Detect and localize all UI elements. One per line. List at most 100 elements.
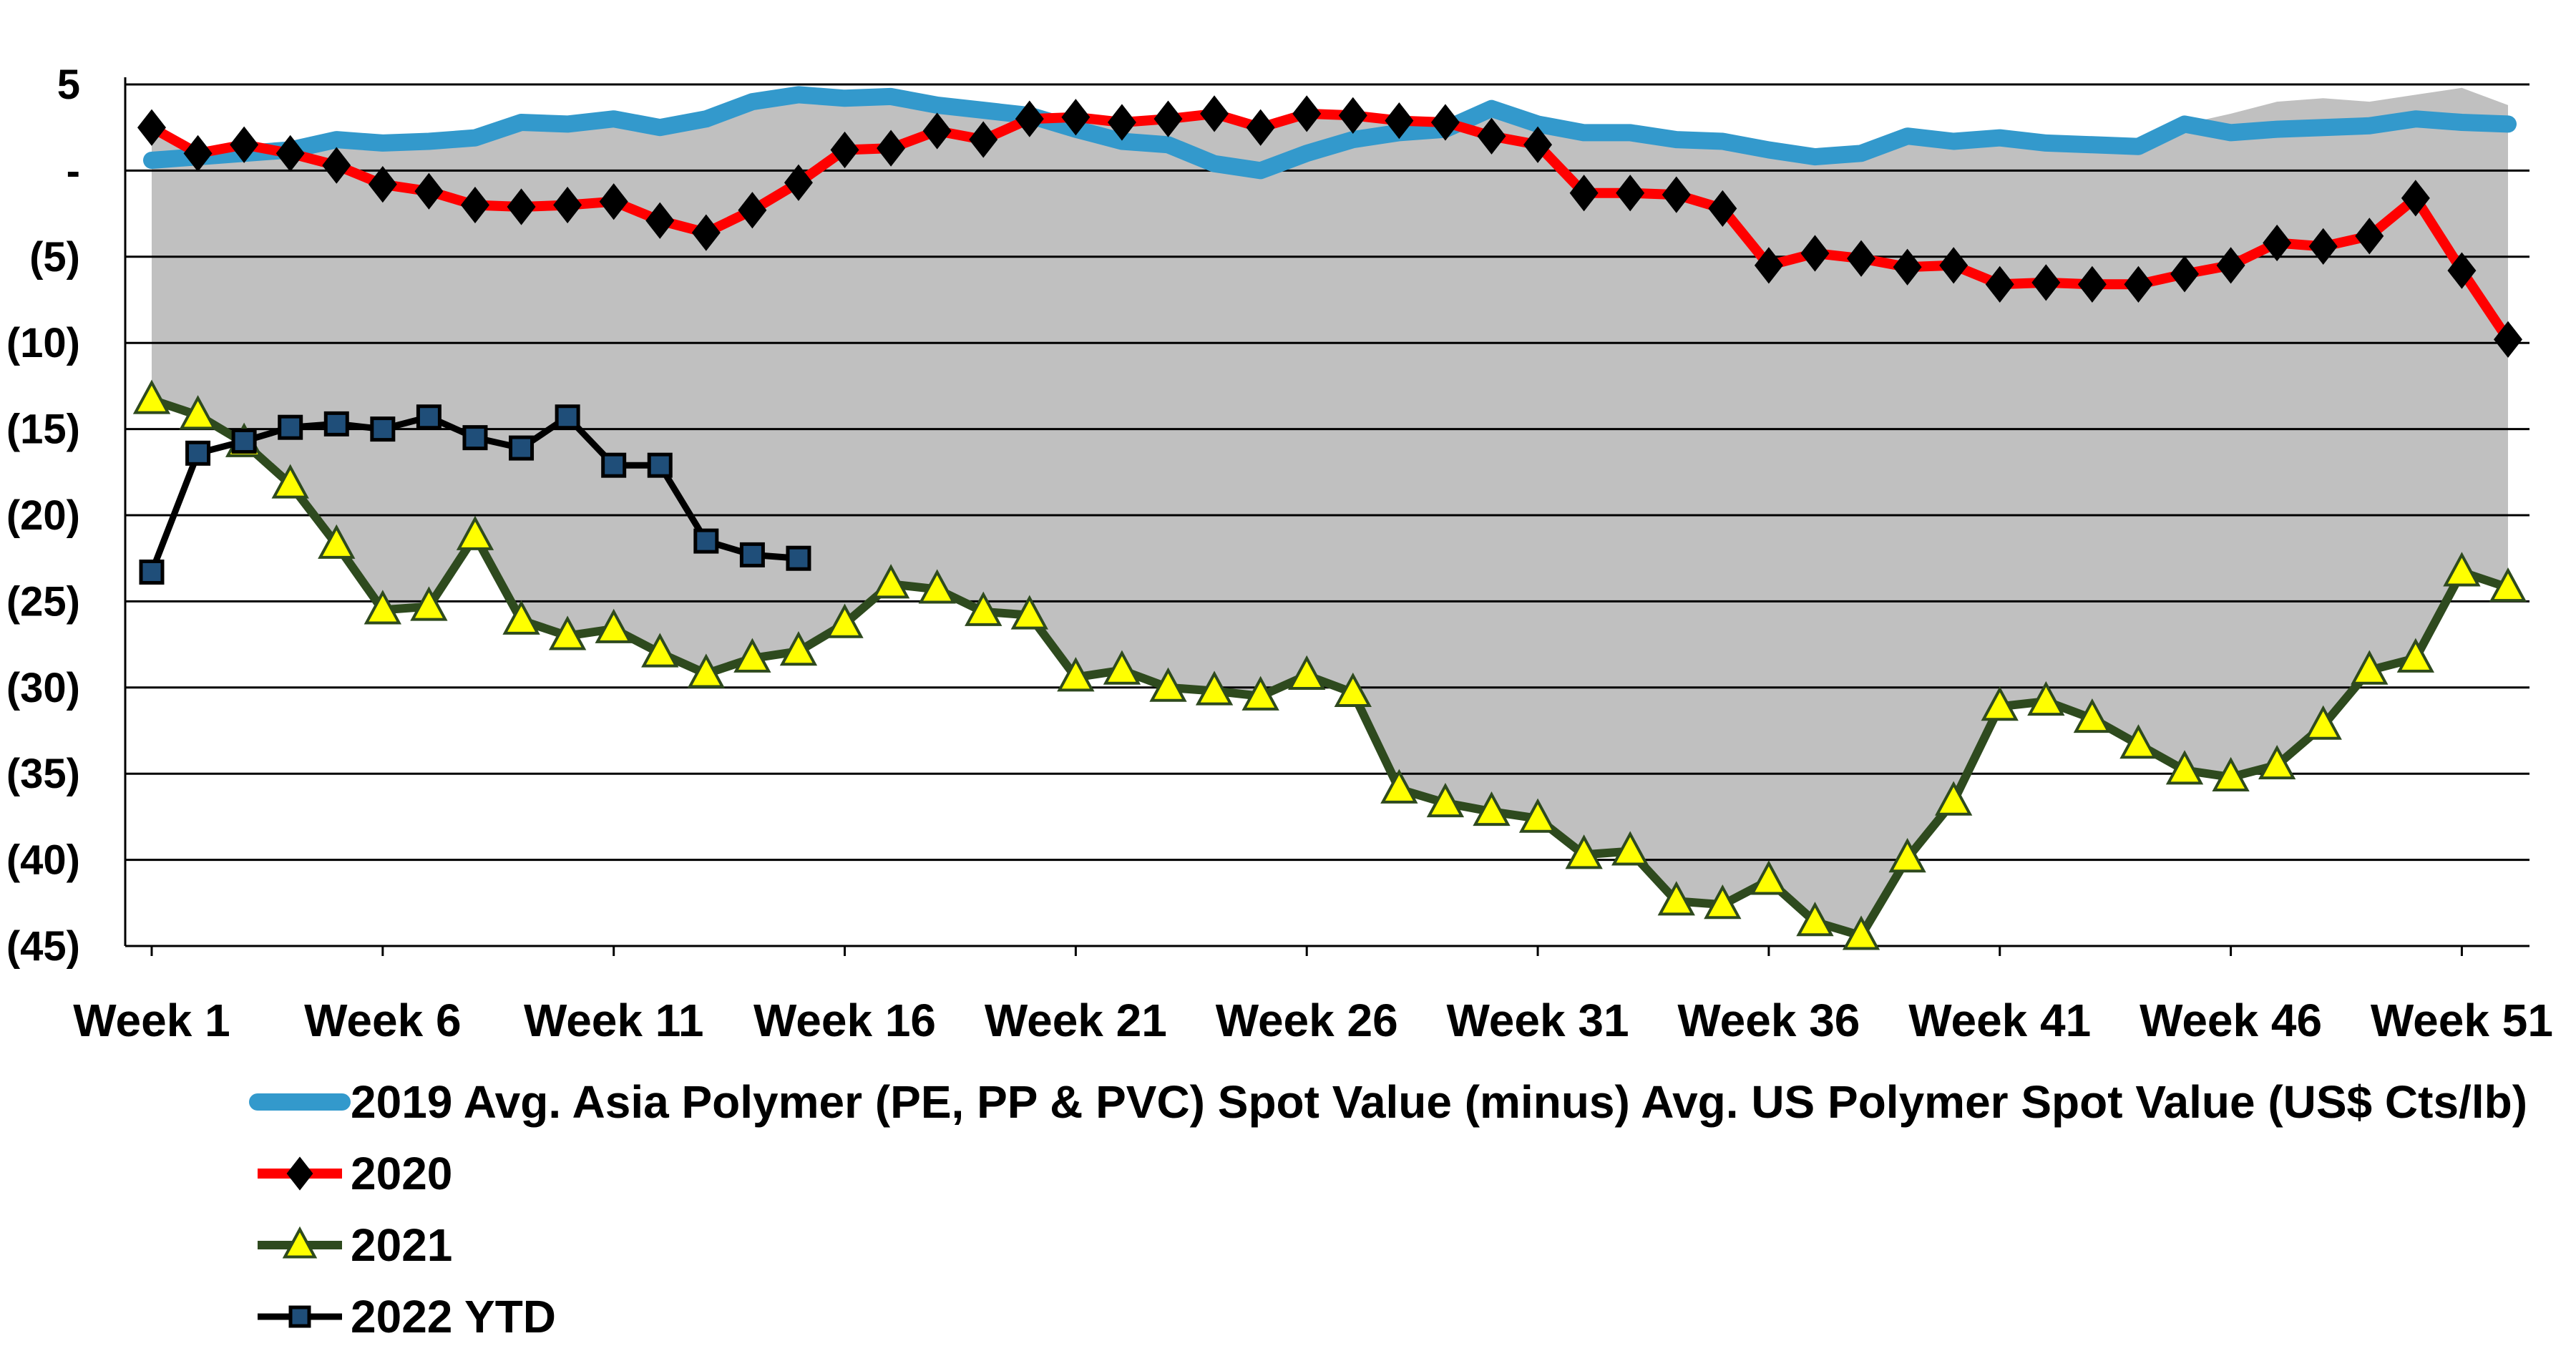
- data-point: [179, 395, 217, 430]
- y-tick-label: (15): [6, 406, 80, 453]
- data-point: [1985, 265, 2014, 303]
- data-point: [1430, 104, 1460, 141]
- x-tick-label: Week 36: [1677, 995, 1860, 1046]
- data-point: [1565, 834, 1603, 869]
- data-point: [1477, 117, 1506, 155]
- y-tick-label: (5): [29, 234, 80, 281]
- data-point: [595, 608, 633, 643]
- data-point: [1935, 781, 1973, 816]
- data-point: [410, 586, 448, 621]
- data-point: [1107, 104, 1136, 141]
- legend-item: 2020: [258, 1148, 452, 1199]
- series-line: [143, 86, 2517, 180]
- data-point: [965, 591, 1002, 626]
- data-point: [2073, 698, 2112, 733]
- data-point: [1981, 686, 2019, 721]
- y-tick-label: (40): [6, 837, 80, 884]
- legend-item: 2021: [258, 1219, 452, 1271]
- y-tick-label: (35): [6, 751, 80, 797]
- data-point: [830, 131, 859, 169]
- data-point: [462, 425, 488, 451]
- data-point: [548, 615, 587, 650]
- data-point: [2489, 567, 2527, 603]
- series-line: [150, 396, 2509, 940]
- data-point: [275, 135, 305, 172]
- data-point: [1750, 860, 1788, 895]
- data-point: [1380, 769, 1418, 804]
- data-point: [1292, 95, 1322, 132]
- y-tick-label: (10): [6, 320, 80, 366]
- data-point: [872, 564, 910, 599]
- x-tick-label: Week 16: [753, 995, 936, 1046]
- data-point: [2124, 265, 2153, 303]
- data-point: [322, 147, 351, 184]
- data-point: [2165, 750, 2204, 785]
- data-point: [641, 633, 679, 668]
- data-point: [278, 414, 303, 440]
- data-point: [183, 135, 213, 172]
- legend: 2019 Avg. Asia Polymer (PE, PP & PVC) Sp…: [249, 1076, 2527, 1342]
- x-tick-label: Week 46: [2140, 995, 2322, 1046]
- data-point: [2443, 552, 2481, 587]
- series-2021: [132, 379, 2527, 950]
- data-point: [1847, 240, 1876, 277]
- legend-swatch-marker: [288, 1305, 311, 1328]
- axes: [124, 77, 2463, 956]
- data-point: [693, 528, 719, 554]
- data-point: [507, 188, 536, 225]
- data-point: [1939, 247, 1968, 284]
- series-2022-ytd: [139, 404, 811, 585]
- data-point: [2447, 252, 2477, 289]
- series-2020: [137, 95, 2522, 359]
- data-point: [2355, 218, 2384, 255]
- x-tick-label: Week 6: [304, 995, 461, 1046]
- data-point: [323, 411, 349, 437]
- data-point: [1103, 650, 1141, 685]
- data-point: [1704, 884, 1742, 920]
- series-2019-avg-asia-polymer-pe: [143, 86, 2517, 180]
- data-point: [460, 186, 489, 224]
- data-point: [969, 121, 998, 158]
- data-point: [1015, 100, 1044, 137]
- data-point: [137, 109, 166, 146]
- legend-label: 2021: [351, 1219, 452, 1271]
- data-point: [1888, 837, 1926, 873]
- data-point: [786, 545, 811, 571]
- data-point: [2216, 247, 2245, 284]
- data-point: [1010, 595, 1048, 630]
- data-point: [416, 404, 441, 430]
- y-tick-label: (30): [6, 665, 80, 711]
- data-point: [2494, 321, 2522, 359]
- legend-item: 2022 YTD: [258, 1291, 556, 1342]
- x-tick-label: Week 21: [985, 995, 1167, 1046]
- x-tick-label: Week 41: [1908, 995, 2091, 1046]
- y-tick-label: (45): [6, 923, 80, 970]
- x-tick-label: Week 26: [1216, 995, 1398, 1046]
- data-point: [1473, 791, 1511, 826]
- data-point: [1523, 126, 1553, 163]
- data-point: [784, 164, 813, 201]
- y-tick-label: -: [67, 147, 80, 194]
- y-axis-tick-labels: 5 - (5) (10) (15) (20) (25) (30) (35) (40) (45): [6, 62, 80, 970]
- data-point: [739, 542, 765, 567]
- legend-swatch-marker: [282, 1226, 318, 1259]
- data-point: [1569, 175, 1599, 212]
- data-point: [1288, 655, 1326, 690]
- data-point: [779, 631, 818, 666]
- data-point: [1708, 190, 1737, 228]
- data-point: [1426, 782, 1465, 818]
- data-point: [647, 452, 673, 478]
- x-tick-label: Week 1: [73, 995, 230, 1046]
- data-point: [2077, 265, 2107, 303]
- legend-label: 2019 Avg. Asia Polymer (PE, PP & PVC) Sp…: [351, 1076, 2527, 1128]
- data-point: [318, 524, 356, 559]
- data-point: [2258, 744, 2296, 780]
- data-point: [1241, 676, 1279, 711]
- data-point: [1657, 881, 1695, 916]
- data-point: [139, 559, 165, 585]
- data-point: [918, 569, 956, 604]
- data-point: [1246, 109, 1275, 146]
- gridlines: [125, 83, 2529, 947]
- data-point: [2351, 650, 2389, 685]
